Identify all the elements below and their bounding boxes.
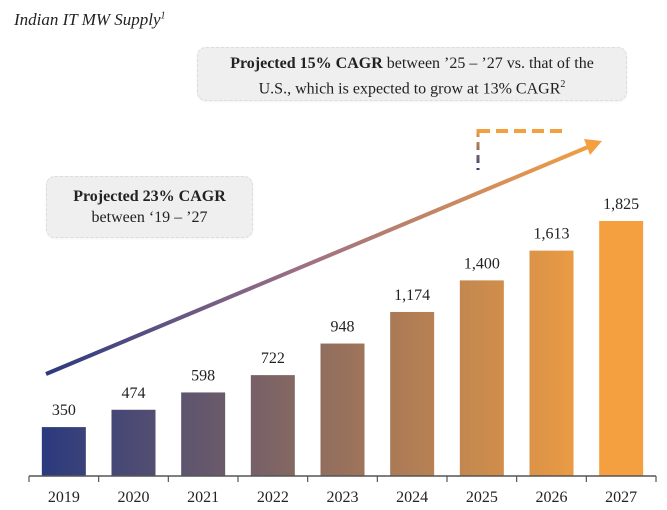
data-label-2021: 598 [191, 367, 215, 384]
data-label-2026: 1,613 [534, 226, 570, 243]
x-tick-label-2027: 2027 [605, 489, 637, 506]
x-tick-label-2026: 2026 [536, 489, 568, 506]
callout-left-bold: Projected 23% CAGR [73, 188, 226, 205]
bar-2019 [41, 427, 86, 476]
data-label-2027: 1,825 [603, 196, 639, 213]
bar-2024 [390, 311, 435, 476]
callout-top-rest: between ’25 – ’27 vs. that of the [382, 55, 594, 72]
bar-2021 [181, 392, 226, 476]
x-tick-label-2024: 2024 [396, 489, 428, 506]
x-tick-label-2022: 2022 [257, 489, 289, 506]
callout-23-cagr: Projected 23% CAGR between ‘19 – ’27 [46, 176, 253, 238]
bar-2020 [111, 409, 156, 476]
cagr-trend-arrow-line [45, 145, 589, 376]
callout-15-cagr: Projected 15% CAGR between ’25 – ’27 vs.… [197, 47, 627, 101]
x-tick-label-2023: 2023 [327, 489, 359, 506]
data-label-2019: 350 [52, 402, 76, 419]
trend-arrow-group [45, 129, 602, 376]
data-label-2025: 1,400 [464, 255, 500, 272]
arrow-head-icon [584, 139, 602, 155]
callout-top-line2: U.S., which is expected to grow at 13% C… [198, 74, 626, 99]
callout-left-line2: between ‘19 – ’27 [91, 209, 208, 226]
bars-group: 350 474 598 722 948 1,174 1,400 1,613 1,825 [41, 196, 644, 476]
bar-2022 [250, 375, 295, 476]
x-tick-label-2021: 2021 [187, 489, 219, 506]
bar-2027 [599, 221, 644, 476]
title-footnote: 1 [160, 10, 166, 22]
bar-2025 [459, 280, 504, 476]
bar-2023 [320, 343, 365, 476]
x-tick-label-2019: 2019 [48, 489, 80, 506]
bar-2026 [529, 250, 574, 476]
chart-title-text: Indian IT MW Supply [14, 10, 161, 29]
x-tick-label-2020: 2020 [118, 489, 150, 506]
callout-top-footnote: 2 [560, 79, 566, 90]
data-label-2024: 1,174 [394, 287, 430, 304]
callout-top-line2-text: U.S., which is expected to grow at 13% C… [258, 80, 561, 98]
x-tick-label-2025: 2025 [466, 489, 498, 506]
callout-top-bold: Projected 15% CAGR [230, 55, 383, 72]
data-label-2023: 948 [331, 319, 355, 336]
data-label-2020: 474 [122, 385, 146, 402]
x-axis: 2019 2020 2021 2022 2023 2024 2025 2026 2027 [28, 475, 657, 506]
chart-title: Indian IT MW Supply1 [14, 10, 166, 30]
data-label-2022: 722 [261, 350, 285, 367]
callout-top-line1: Projected 15% CAGR between ’25 – ’27 vs.… [198, 53, 626, 74]
